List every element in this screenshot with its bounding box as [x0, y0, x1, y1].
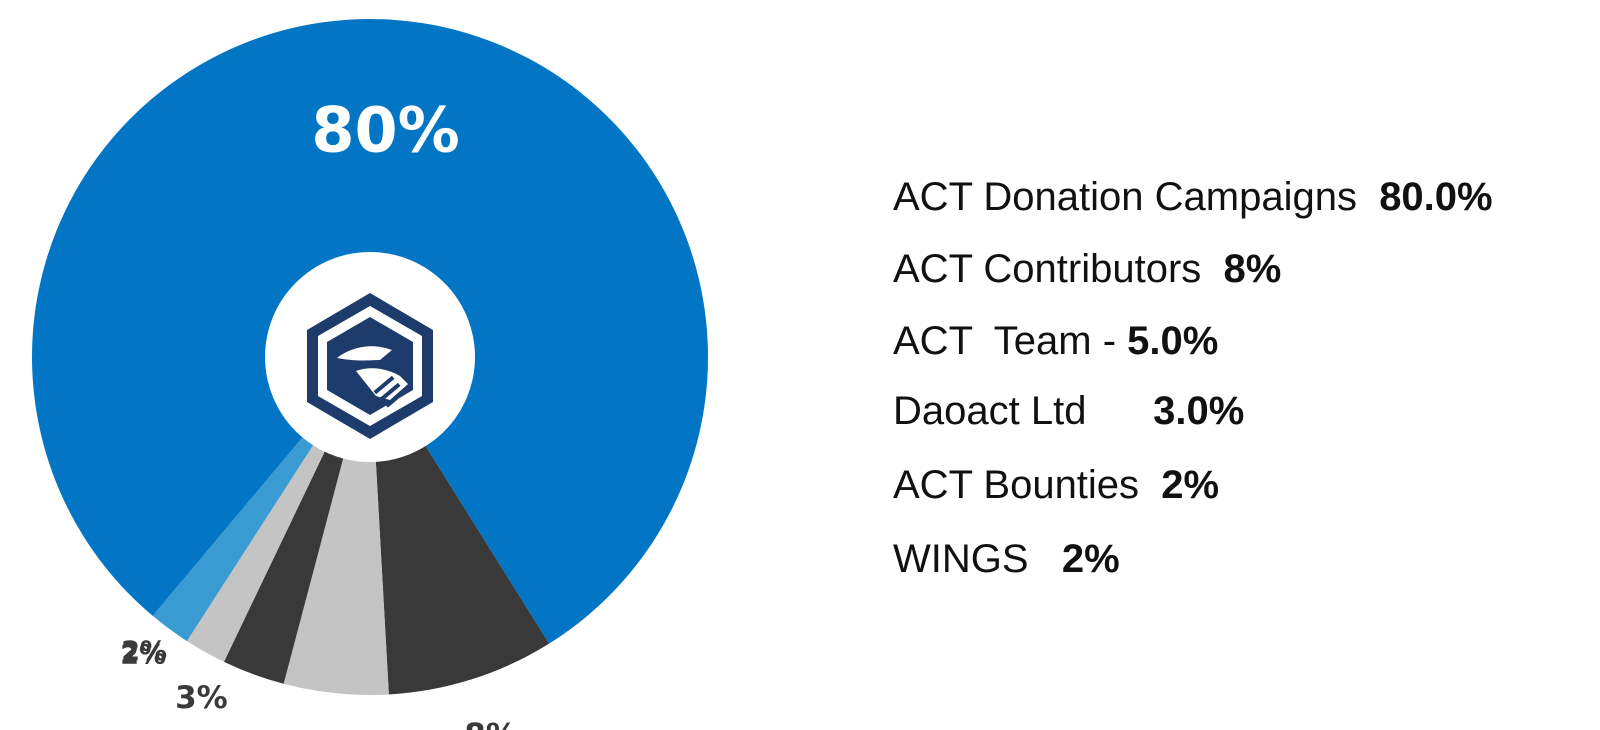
legend-item-value: 8%	[1223, 247, 1282, 291]
pie-chart: 80%8%5%3%2%2%	[32, 18, 709, 730]
legend-item: ACT Team - 5.0%	[893, 316, 1218, 366]
legend-item-label: ACT Contributors	[893, 247, 1202, 291]
slice-value-label: 2%	[121, 636, 167, 667]
legend-item-value: 5.0%	[1127, 319, 1219, 363]
legend-item-label: ACT Donation Campaigns	[893, 175, 1357, 219]
legend-item-label: ACT Bounties	[893, 463, 1140, 507]
legend-item-value: 2%	[1161, 463, 1220, 507]
legend-item-spacer	[1116, 319, 1127, 363]
legend-item-spacer	[1201, 247, 1223, 291]
legend-item-spacer	[1029, 537, 1062, 581]
legend-item: ACT Donation Campaigns 80.0%	[893, 172, 1493, 222]
slice-value-label: 3%	[175, 680, 228, 716]
legend-item: ACT Contributors 8%	[893, 244, 1281, 294]
slice-value-label: 8%	[464, 718, 517, 730]
handshake-hexagon-icon	[307, 293, 433, 439]
legend-item: Daoact Ltd 3.0%	[893, 386, 1244, 436]
legend-item-spacer	[1357, 175, 1379, 219]
slice-value-label: 5%	[304, 728, 357, 730]
legend-item-label: ACT Team -	[893, 319, 1117, 363]
legend-item-value: 80.0%	[1379, 175, 1493, 219]
legend-item-spacer	[1086, 389, 1153, 433]
slice-value-label: 80%	[311, 94, 459, 167]
legend-item-spacer	[1139, 463, 1161, 507]
slice-value-label: 2%	[120, 639, 166, 670]
pie-slice-labels: 80%8%5%3%2%2%	[120, 94, 517, 730]
legend-item-value: 2%	[1061, 537, 1120, 581]
legend-item: ACT Bounties 2%	[893, 460, 1219, 510]
legend-item-label: Daoact Ltd	[893, 389, 1087, 433]
legend-item-label: WINGS	[893, 537, 1029, 581]
legend-item: WINGS 2%	[893, 534, 1120, 584]
legend-item-value: 3.0%	[1153, 389, 1245, 433]
